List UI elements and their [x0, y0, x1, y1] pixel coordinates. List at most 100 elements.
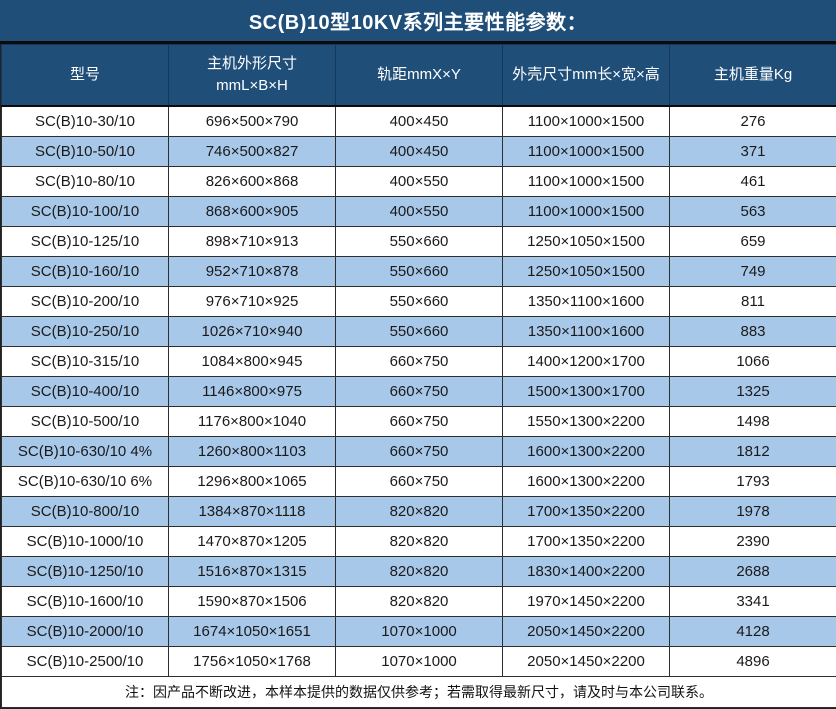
spec-table-wrapper: 型号 主机外形尺寸 mmL×B×H 轨距mmX×Y 外壳尺寸mm长×宽×高 主机… — [0, 44, 836, 709]
table-cell: 1100×1000×1500 — [503, 137, 670, 167]
table-cell: SC(B)10-250/10 — [2, 317, 169, 347]
column-header-shell-size: 外壳尺寸mm长×宽×高 — [503, 45, 670, 107]
table-cell: 660×750 — [336, 407, 503, 437]
table-cell: SC(B)10-100/10 — [2, 197, 169, 227]
table-cell: SC(B)10-1250/10 — [2, 557, 169, 587]
table-cell: 1600×1300×2200 — [503, 437, 670, 467]
table-cell: SC(B)10-125/10 — [2, 227, 169, 257]
table-cell: 563 — [670, 197, 836, 227]
table-cell: 811 — [670, 287, 836, 317]
table-cell: 1100×1000×1500 — [503, 167, 670, 197]
table-cell: SC(B)10-630/10 6% — [2, 467, 169, 497]
table-cell: 1070×1000 — [336, 617, 503, 647]
table-cell: 868×600×905 — [169, 197, 336, 227]
table-cell: 1250×1050×1500 — [503, 227, 670, 257]
table-cell: SC(B)10-160/10 — [2, 257, 169, 287]
table-cell: 1350×1100×1600 — [503, 317, 670, 347]
note-text: 注：因产品不断改进，本样本提供的数据仅供参考；若需取得最新尺寸，请及时与本公司联… — [2, 677, 836, 708]
table-cell: 898×710×913 — [169, 227, 336, 257]
column-header-dimensions: 主机外形尺寸 mmL×B×H — [169, 45, 336, 107]
table-header: 型号 主机外形尺寸 mmL×B×H 轨距mmX×Y 外壳尺寸mm长×宽×高 主机… — [2, 45, 836, 107]
column-header-model: 型号 — [2, 45, 169, 107]
table-cell: 1793 — [670, 467, 836, 497]
table-cell: 952×710×878 — [169, 257, 336, 287]
table-cell: 550×660 — [336, 227, 503, 257]
table-cell: 1250×1050×1500 — [503, 257, 670, 287]
table-cell: 2688 — [670, 557, 836, 587]
table-cell: 400×550 — [336, 197, 503, 227]
table-cell: 746×500×827 — [169, 137, 336, 167]
table-cell: 1400×1200×1700 — [503, 347, 670, 377]
table-cell: 1756×1050×1768 — [169, 647, 336, 677]
table-cell: 659 — [670, 227, 836, 257]
table-cell: 749 — [670, 257, 836, 287]
table-cell: 1100×1000×1500 — [503, 106, 670, 137]
table-cell: 2050×1450×2200 — [503, 647, 670, 677]
table-cell: 400×450 — [336, 106, 503, 137]
table-cell: 660×750 — [336, 347, 503, 377]
table-cell: 1026×710×940 — [169, 317, 336, 347]
table-cell: 4128 — [670, 617, 836, 647]
table-cell: 660×750 — [336, 467, 503, 497]
table-cell: 1978 — [670, 497, 836, 527]
table-cell: 276 — [670, 106, 836, 137]
table-cell: 1500×1300×1700 — [503, 377, 670, 407]
table-cell: 820×820 — [336, 497, 503, 527]
table-cell: 1260×800×1103 — [169, 437, 336, 467]
table-cell: 550×660 — [336, 317, 503, 347]
table-cell: 550×660 — [336, 257, 503, 287]
table-cell: 820×820 — [336, 557, 503, 587]
table-cell: SC(B)10-2500/10 — [2, 647, 169, 677]
table-cell: 660×750 — [336, 377, 503, 407]
table-cell: 1470×870×1205 — [169, 527, 336, 557]
table-footer: 注：因产品不断改进，本样本提供的数据仅供参考；若需取得最新尺寸，请及时与本公司联… — [2, 677, 836, 708]
table-cell: 1700×1350×2200 — [503, 497, 670, 527]
table-cell: 1296×800×1065 — [169, 467, 336, 497]
header-row: 型号 主机外形尺寸 mmL×B×H 轨距mmX×Y 外壳尺寸mm长×宽×高 主机… — [2, 45, 836, 107]
table-cell: 461 — [670, 167, 836, 197]
table-cell: 1516×870×1315 — [169, 557, 336, 587]
table-cell: 1350×1100×1600 — [503, 287, 670, 317]
table-cell: SC(B)10-2000/10 — [2, 617, 169, 647]
table-cell: 1498 — [670, 407, 836, 437]
spec-table: 型号 主机外形尺寸 mmL×B×H 轨距mmX×Y 外壳尺寸mm长×宽×高 主机… — [1, 44, 836, 708]
table-cell: 1830×1400×2200 — [503, 557, 670, 587]
table-cell: SC(B)10-80/10 — [2, 167, 169, 197]
table-cell: 371 — [670, 137, 836, 167]
table-cell: 1812 — [670, 437, 836, 467]
table-cell: 1146×800×975 — [169, 377, 336, 407]
table-cell: SC(B)10-50/10 — [2, 137, 169, 167]
table-cell: 1100×1000×1500 — [503, 197, 670, 227]
table-cell: 1674×1050×1651 — [169, 617, 336, 647]
table-cell: SC(B)10-500/10 — [2, 407, 169, 437]
table-cell: SC(B)10-200/10 — [2, 287, 169, 317]
table-cell: 883 — [670, 317, 836, 347]
table-cell: 820×820 — [336, 587, 503, 617]
table-cell: 1084×800×945 — [169, 347, 336, 377]
table-cell: 1700×1350×2200 — [503, 527, 670, 557]
table-cell: 3341 — [670, 587, 836, 617]
table-cell: SC(B)10-800/10 — [2, 497, 169, 527]
table-cell: SC(B)10-400/10 — [2, 377, 169, 407]
table-cell: SC(B)10-1600/10 — [2, 587, 169, 617]
table-cell: 550×660 — [336, 287, 503, 317]
table-cell: SC(B)10-315/10 — [2, 347, 169, 377]
table-cell: 660×750 — [336, 437, 503, 467]
